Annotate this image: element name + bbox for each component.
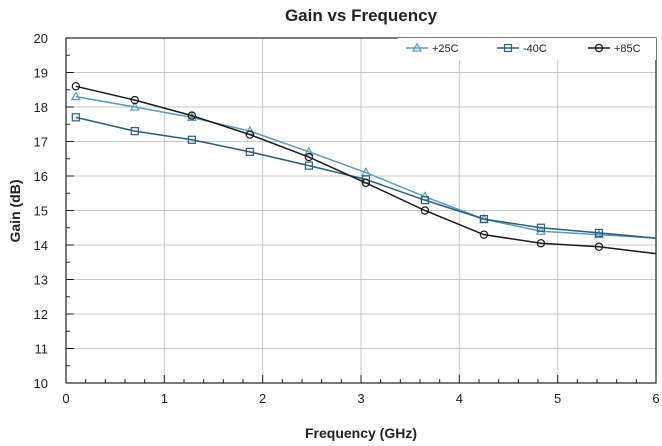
data-point-marker [536,223,546,232]
data-point-marker [187,135,196,144]
chart-title: Gain vs Frequency [285,6,438,25]
series-line [75,85,657,255]
series-line [75,95,657,239]
legend-item: +85C [588,43,641,55]
y-tick-label: 12 [34,307,48,322]
legend: +25C -40C +85C [398,38,656,60]
x-axis-label: Frequency (GHz) [305,425,417,441]
legend-label: -40C [523,43,547,55]
data-point-marker [420,196,430,205]
data-point-marker [129,101,140,111]
data-point-marker [245,130,255,139]
data-point-marker [479,230,489,239]
x-tick-label: 3 [357,391,364,406]
legend-label: +25C [432,43,459,55]
data-point-marker [304,152,314,162]
data-point-marker [361,178,371,188]
data-point-marker [594,242,604,251]
y-tick-label: 14 [34,238,48,253]
data-point-marker [71,113,80,122]
y-tick-label: 11 [35,342,49,357]
y-tick-label: 15 [34,204,48,219]
legend-background [398,38,656,60]
legend-label: +85C [614,43,641,55]
x-tick-label: 5 [554,391,561,406]
legend-item: -40C [497,43,547,55]
data-point-marker [535,225,546,235]
legend-swatch-marker [411,42,423,52]
data-point-marker [479,215,489,224]
y-tick-label: 17 [34,135,48,150]
data-point-marker [187,111,197,120]
y-tick-label: 13 [34,273,48,288]
x-tick-label: 2 [259,391,266,406]
y-tick-label: 10 [34,376,48,391]
x-tick-label: 4 [456,391,463,406]
series-line [75,116,657,239]
grid [66,38,656,383]
data-point-marker [304,161,313,170]
data-point-marker [594,228,604,238]
y-tick-label: 18 [34,100,48,115]
data-point-marker [420,206,430,215]
series-plus85c [71,82,657,255]
legend-swatch-marker [594,43,604,53]
x-tick-label: 1 [161,391,168,406]
legend-swatch-marker [503,43,513,53]
legend-item: +25C [406,42,459,55]
data-point-marker [130,95,140,105]
y-tick-label: 20 [34,31,48,46]
data-point-marker [70,91,81,101]
data-point-marker [536,239,546,248]
data-point-marker [71,82,81,91]
series-lines [70,82,657,255]
data-point-marker [245,147,254,156]
y-tick-label: 19 [34,66,48,81]
data-point-marker [130,127,139,136]
y-axis-label: Gain (dB) [7,180,23,243]
data-point-marker [593,229,604,239]
x-tick-label: 0 [62,391,69,406]
x-tick-label: 6 [652,391,659,406]
y-tick-label: 16 [34,169,48,184]
data-point-marker [303,146,314,156]
series-plus25c [70,91,657,239]
